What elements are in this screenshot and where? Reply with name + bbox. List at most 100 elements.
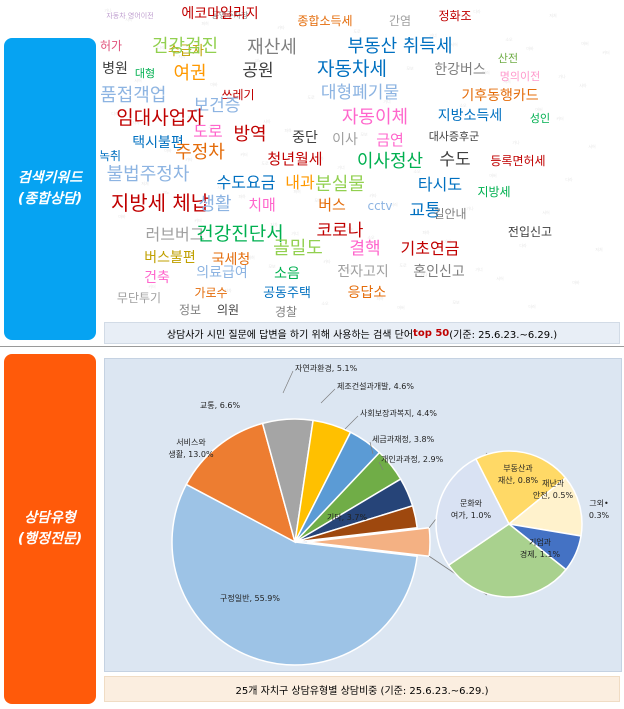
keyword-caption-date: (기준: 25.6.23.~6.29.) bbox=[449, 329, 558, 341]
consult-type-caption-text: 25개 자치구 상담유형별 상담비중 (기준: 25.6.23.~6.29.) bbox=[235, 685, 489, 697]
wordcloud-filler-word: 다라 bbox=[157, 44, 165, 50]
wordcloud-filler-word: 서어 bbox=[450, 41, 458, 47]
wordcloud-word: 수도요금 bbox=[217, 173, 276, 192]
wordcloud-word: 정화조 bbox=[438, 9, 471, 23]
wordcloud-word: 식품접객업 bbox=[100, 85, 166, 106]
wordcloud-filler-word: 파하 bbox=[238, 193, 246, 199]
wordcloud-filler-word: 머버 bbox=[443, 238, 451, 244]
keyword-section-label: 검색키워드 (종합상담) bbox=[4, 38, 96, 340]
wordcloud-word: 이사정산 bbox=[357, 151, 423, 172]
pie-data-label: 안전, 0.5% bbox=[533, 490, 574, 500]
pie-data-label: 기타, 3.7% bbox=[327, 513, 368, 522]
wordcloud-filler-word: 마바 bbox=[164, 147, 172, 153]
wordcloud-word: 녹취 bbox=[100, 149, 121, 163]
pie-data-label: 구정일반, 55.9% bbox=[220, 593, 280, 603]
wordcloud-filler-word: 카타 bbox=[185, 156, 193, 162]
wordcloud-filler-word: 머버 bbox=[535, 106, 543, 112]
wordcloud-filler-word: 고노 bbox=[162, 190, 170, 195]
main-pie-slice bbox=[171, 483, 419, 666]
wordcloud-word: 버스 bbox=[318, 196, 346, 214]
wordcloud-word: 치매 bbox=[248, 196, 276, 214]
wordcloud-word: 자동차 영어이전 bbox=[106, 11, 153, 20]
wordcloud-word: 교통 bbox=[409, 201, 440, 221]
section-divider bbox=[0, 346, 624, 347]
wordcloud-filler-word: 자차 bbox=[270, 221, 278, 227]
wordcloud-filler-word: 사아 bbox=[125, 16, 133, 22]
wordcloud-word: 중단 bbox=[292, 130, 318, 146]
wordcloud-filler-word: 마바 bbox=[210, 81, 218, 87]
leader-line bbox=[320, 388, 336, 404]
wordcloud-filler-word: 모보 bbox=[314, 198, 322, 203]
wordcloud-filler-word: 거너 bbox=[291, 230, 299, 236]
wordcloud-word: 주정차 bbox=[175, 142, 225, 163]
wordcloud-word: 결핵 bbox=[349, 239, 380, 259]
wordcloud-filler-word: 더러 bbox=[436, 135, 444, 141]
wordcloud-filler-word: 소오 bbox=[367, 235, 375, 240]
pie-data-label: 그외• bbox=[589, 498, 608, 508]
pie-data-label: 자연과환경, 5.1% bbox=[295, 363, 358, 373]
wordcloud-filler-word: 저처 bbox=[141, 180, 149, 186]
leader-line bbox=[344, 415, 359, 430]
sub-pie bbox=[435, 450, 583, 598]
main-pie bbox=[171, 418, 431, 666]
wordcloud-word: 건강검진 bbox=[152, 36, 218, 57]
pie-data-label: 문화와 bbox=[460, 498, 483, 508]
wordcloud-filler-word: 소오 bbox=[459, 103, 467, 108]
wordcloud-word: 타시도 bbox=[418, 175, 462, 194]
wordcloud-word: 분실물 bbox=[315, 174, 365, 195]
wordcloud-word: 에코마일리지 bbox=[181, 6, 258, 22]
wordcloud-filler-word: 카타 bbox=[369, 192, 377, 198]
wordcloud-filler-word: 소오 bbox=[505, 37, 513, 42]
wordcloud-word: 임대사업자 bbox=[116, 107, 203, 129]
keyword-caption: 상담사가 시민 질문에 답변을 하기 위해 사용하는 검색 단어 top 50 … bbox=[104, 322, 620, 344]
wordcloud-filler-word: 서어 bbox=[588, 143, 596, 149]
wordcloud-word: 건축 bbox=[144, 270, 170, 286]
wordcloud-word: cctv bbox=[367, 199, 392, 213]
wordcloud-word: 여권 bbox=[173, 63, 206, 84]
wordcloud-word: 도로 bbox=[193, 122, 222, 141]
wordcloud-filler-word: 소오 bbox=[321, 301, 329, 306]
pie-data-label: 개인과과정, 2.9% bbox=[381, 454, 444, 464]
wordcloud-word: 국세청 bbox=[212, 252, 251, 268]
wordcloud-word: 자동차세 bbox=[317, 58, 387, 80]
wordcloud-word: 골밀도 bbox=[273, 238, 323, 259]
wordcloud-word: 지방소득세 bbox=[438, 108, 502, 124]
wordcloud-filler-word: 사아 bbox=[263, 118, 271, 124]
wordcloud-word: 내과 bbox=[285, 173, 315, 192]
wordcloud-filler-word: 카타 bbox=[231, 90, 239, 96]
wordcloud-filler-word: 도로 bbox=[307, 95, 315, 100]
leader-line bbox=[378, 461, 384, 471]
sub-pie-slice bbox=[507, 476, 583, 537]
wordcloud-filler-word: 저처 bbox=[187, 114, 195, 120]
wordcloud-word: 자동이체 bbox=[342, 107, 408, 128]
wordcloud-word: 경찰 bbox=[275, 305, 297, 318]
pie-data-label: 재산, 0.8% bbox=[498, 475, 539, 485]
wordcloud-filler-word: 고노 bbox=[208, 124, 216, 129]
wordcloud-filler-word: 거너 bbox=[429, 32, 437, 38]
wordcloud-filler-word: 저처 bbox=[595, 246, 603, 252]
wordcloud-word: 불법주정차 bbox=[107, 164, 190, 185]
wordcloud-word: 간염 bbox=[389, 14, 411, 28]
wordcloud-filler-word: 거너 bbox=[383, 98, 391, 104]
wordcloud-word: 금연 bbox=[376, 131, 404, 149]
wordcloud-word: 등록면허세 bbox=[490, 154, 545, 168]
wordcloud-filler-word: 서어 bbox=[496, 275, 504, 281]
wordcloud-filler-word: 도로 bbox=[215, 227, 223, 232]
wordcloud-filler-word: 모보 bbox=[360, 132, 368, 137]
wordcloud-filler-word: 머버 bbox=[397, 304, 405, 310]
pie-data-label: 부동산과 bbox=[503, 463, 533, 473]
wordcloud-word: 건강진단서 bbox=[196, 223, 283, 245]
wordcloud-filler-word: 커터 bbox=[556, 115, 564, 121]
wordcloud-filler-word: 커터 bbox=[148, 283, 156, 289]
keyword-caption-text: 상담사가 시민 질문에 답변을 하기 위해 사용하는 검색 단어 bbox=[166, 329, 414, 341]
sub-pie-slice bbox=[447, 523, 568, 598]
leader-line bbox=[282, 370, 294, 394]
wordcloud-word: 혼인신고 bbox=[413, 264, 465, 280]
wordcloud-filler-word: 고노 bbox=[346, 226, 354, 231]
wordcloud-word: 건축허가 bbox=[100, 39, 122, 53]
wordcloud-filler-word: 서어 bbox=[134, 77, 142, 83]
wordcloud-filler-word: 퍼허 bbox=[155, 86, 163, 92]
sub-pie-slice bbox=[474, 450, 567, 526]
wordcloud-filler-word: 자차 bbox=[224, 287, 232, 293]
